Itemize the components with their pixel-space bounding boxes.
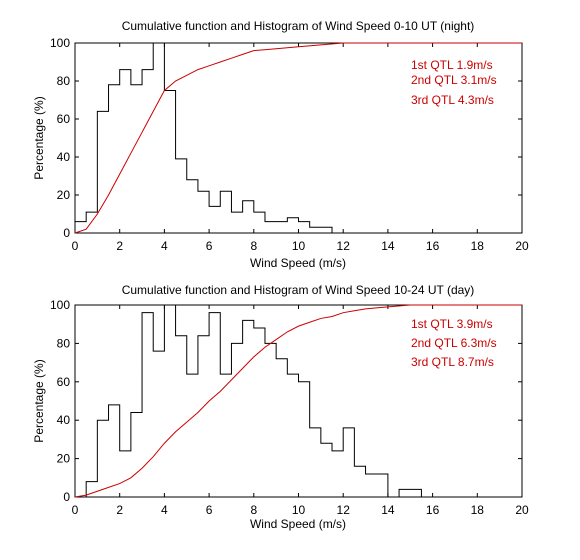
x-tick-label: 16 [426,239,440,253]
plot-area-night [74,42,523,234]
y-tick-label: 20 [57,188,71,202]
annotation-q3-night: 3rd QTL 4.3m/s [411,93,494,107]
y-tick-label: 0 [63,226,70,240]
y-tick-label: 80 [57,336,71,350]
annotation-q2-day: 2nd QTL 6.3m/s [411,336,497,350]
x-tick-label: 20 [515,503,529,517]
x-axis-label-day: Wind Speed (m/s) [250,517,346,531]
x-tick-label: 14 [381,239,395,253]
annotation-q3-day: 3rd QTL 8.7m/s [411,355,494,369]
annotation-q1-night: 1st QTL 1.9m/s [411,58,493,72]
x-tick-label: 12 [337,503,351,517]
x-tick-label: 2 [116,239,123,253]
y-tick-label: 0 [63,490,70,504]
x-tick-label: 10 [292,239,306,253]
quantile-annotations-night: 1st QTL 1.9m/s 2nd QTL 3.1m/s 3rd QTL 4.… [411,58,497,107]
y-tick-label: 80 [57,74,71,88]
x-tick-label: 4 [161,503,168,517]
x-axis-label-night: Wind Speed (m/s) [250,256,346,270]
y-tick-label: 20 [57,452,71,466]
axis-ticks-day: 0 2 4 6 8 10 12 14 16 18 20 0 20 40 60 80 100 [50,298,529,517]
y-tick-label: 100 [50,36,70,50]
histogram-night [74,42,333,233]
cumulative-curve-day [74,304,522,498]
y-axis-label-day: Percentage (%) [32,359,46,442]
x-tick-label: 0 [72,503,79,517]
y-axis-label-night: Percentage (%) [32,96,46,179]
x-tick-label: 18 [471,503,485,517]
x-tick-label: 10 [292,503,306,517]
panel-day: Cumulative function and Histogram of Win… [32,283,529,531]
annotation-q1-day: 1st QTL 3.9m/s [411,317,493,331]
x-tick-label: 18 [471,239,485,253]
annotation-q2-night: 2nd QTL 3.1m/s [411,73,497,87]
x-tick-label: 4 [161,239,168,253]
x-tick-label: 2 [116,503,123,517]
chart-title-night: Cumulative function and Histogram of Win… [122,19,475,33]
x-tick-label: 16 [426,503,440,517]
panel-night: Cumulative function and Histogram of Win… [32,19,529,270]
y-tick-label: 40 [57,150,71,164]
x-tick-label: 8 [250,239,257,253]
x-tick-label: 14 [381,503,395,517]
y-tick-label: 40 [57,413,71,427]
quantile-annotations-day: 1st QTL 3.9m/s 2nd QTL 6.3m/s 3rd QTL 8.… [411,317,497,369]
x-tick-label: 20 [515,239,529,253]
x-tick-label: 0 [72,239,79,253]
chart-title-day: Cumulative function and Histogram of Win… [122,283,475,297]
x-tick-label: 6 [206,239,213,253]
axis-ticks-night: 0 2 4 6 8 10 12 14 16 18 20 0 20 40 60 80 100 [50,36,529,253]
y-tick-label: 100 [50,298,70,312]
y-tick-label: 60 [57,112,71,126]
y-tick-label: 60 [57,375,71,389]
histogram-day [85,304,422,498]
x-tick-label: 6 [206,503,213,517]
cumulative-curve-night [74,42,522,234]
x-tick-label: 12 [337,239,351,253]
x-tick-label: 8 [250,503,257,517]
plot-area-day [74,304,523,498]
